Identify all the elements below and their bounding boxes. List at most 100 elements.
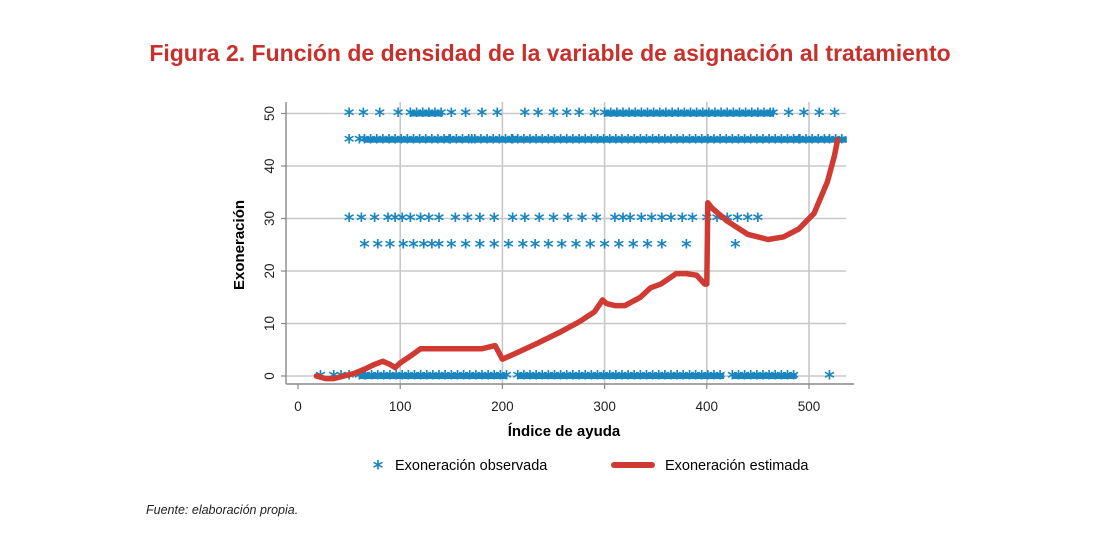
observed-point: *	[829, 104, 840, 128]
observed-point: *	[477, 366, 488, 390]
observed-point: *	[415, 366, 426, 390]
observed-point: *	[507, 130, 518, 154]
observed-point: *	[666, 130, 677, 154]
observed-point: *	[742, 209, 753, 233]
observed-point: *	[739, 366, 750, 390]
observed-point: *	[679, 104, 690, 128]
observed-point: *	[434, 209, 445, 233]
legend-estimated-label: Exoneración estimada	[665, 458, 809, 474]
observed-point: *	[814, 104, 825, 128]
observed-point: *	[344, 366, 355, 390]
observed-point: *	[759, 104, 770, 128]
observed-point: *	[642, 235, 653, 259]
observed-point: *	[598, 366, 609, 390]
observed-point: *	[344, 104, 355, 128]
observed-point: *	[365, 130, 376, 154]
observed-point: *	[599, 104, 610, 128]
observed-point: *	[414, 130, 425, 154]
observed-point: *	[436, 104, 447, 128]
observed-point: *	[641, 366, 652, 390]
observed-point: *	[691, 104, 702, 128]
observed-point: *	[794, 130, 805, 154]
observed-point: *	[625, 209, 636, 233]
observed-point: *	[405, 104, 416, 128]
observed-point: *	[687, 209, 698, 233]
observed-point: *	[801, 130, 812, 154]
observed-point: *	[470, 130, 481, 154]
observed-point: *	[654, 366, 665, 390]
observed-point: *	[397, 209, 408, 233]
y-tick-label: 0	[262, 372, 277, 380]
observed-point: *	[428, 366, 439, 390]
observed-point: *	[444, 130, 455, 154]
observed-point: *	[807, 130, 818, 154]
observed-point: *	[519, 366, 530, 390]
observed-point: *	[605, 104, 616, 128]
observed-point: *	[467, 130, 478, 154]
observed-point: *	[624, 104, 635, 128]
observed-point: *	[721, 130, 732, 154]
observed-point: *	[464, 366, 475, 390]
axes	[281, 102, 854, 389]
observed-point: *	[591, 209, 602, 233]
observed-point: *	[824, 130, 835, 154]
y-axis-label: Exoneración	[231, 200, 248, 290]
observed-point: *	[520, 104, 531, 128]
observed-point: *	[685, 104, 696, 128]
observed-point: *	[359, 366, 370, 390]
observed-point: *	[776, 130, 787, 154]
observed-point: *	[628, 235, 639, 259]
observed-point: *	[747, 104, 758, 128]
observed-point: *	[629, 130, 640, 154]
x-tick-labels: 0 100 200 300 400 500	[294, 399, 820, 414]
observed-point: *	[543, 235, 554, 259]
observed-point: *	[666, 366, 677, 390]
observed-point: *	[433, 130, 444, 154]
observed-point: *	[782, 130, 793, 154]
observed-point: *	[549, 130, 560, 154]
observed-point: *	[734, 104, 745, 128]
observed-point: *	[571, 235, 582, 259]
observed-point: *	[398, 235, 409, 259]
observed-point: *	[519, 130, 530, 154]
observed-point: *	[599, 235, 610, 259]
observed-point: *	[503, 235, 514, 259]
observed-point: *	[715, 366, 726, 390]
observed-point: *	[452, 366, 463, 390]
observed-point: *	[611, 366, 622, 390]
observed-point: *	[549, 366, 560, 390]
observed-point: *	[836, 130, 847, 154]
observed-point: *	[520, 209, 531, 233]
observed-point: *	[704, 104, 715, 128]
observed-point: *	[617, 130, 628, 154]
observed-point: *	[635, 130, 646, 154]
observed-point: *	[430, 104, 441, 128]
observed-point: *	[753, 209, 764, 233]
observed-point: *	[555, 130, 566, 154]
observed-series: ************************* ***************…	[315, 104, 847, 391]
observed-point: *	[657, 235, 668, 259]
observed-point: *	[507, 209, 518, 233]
observed-point: *	[562, 104, 573, 128]
observed-point: *	[402, 130, 413, 154]
observed-point: *	[358, 104, 369, 128]
observed-point: *	[788, 130, 799, 154]
observed-point: *	[696, 366, 707, 390]
x-tick-label: 300	[593, 399, 616, 414]
observed-point: *	[492, 104, 503, 128]
observed-point: *	[677, 209, 688, 233]
observed-point: *	[647, 130, 658, 154]
observed-point: *	[397, 366, 408, 390]
observed-point: *	[482, 130, 493, 154]
observed-point: *	[372, 235, 383, 259]
observed-point: *	[636, 209, 647, 233]
observed-point: *	[390, 209, 401, 233]
observed-point: *	[446, 104, 457, 128]
observed-point: *	[574, 366, 585, 390]
observed-point: *	[776, 366, 787, 390]
legend-observed-label: Exoneración observada	[395, 458, 548, 474]
observed-point: *	[752, 366, 763, 390]
observed-point: *	[795, 130, 806, 154]
observed-point: *	[391, 366, 402, 390]
